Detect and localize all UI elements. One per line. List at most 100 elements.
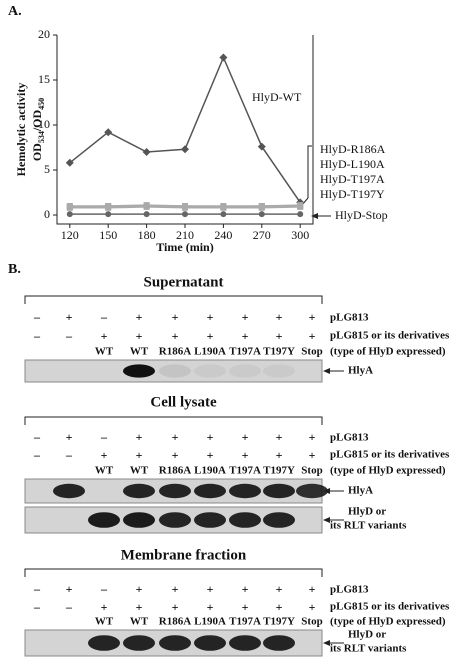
blot-label: HlyD or [348,506,386,518]
row-label: pLG813 [330,432,369,444]
lane-label: WT [130,465,149,477]
marker [297,203,304,209]
lane-sign: + [172,329,179,343]
y-tick-label: 10 [38,117,50,131]
lane-sign: + [309,600,316,614]
lane-sign: + [66,310,73,324]
lane-sign: + [136,448,143,462]
blot-band [194,512,226,528]
marker [143,203,150,209]
blot-band [53,483,85,499]
marker [66,203,73,210]
panel-label: B. [8,262,21,277]
marker [297,211,304,218]
blot-band [88,512,120,528]
blot-label: its RLT variants [330,520,407,532]
lane-sign: + [276,448,283,462]
row-label: pLG815 or its derivatives [330,330,450,342]
row-label: (type of HlyD expressed) [330,346,446,358]
y-axis-label: OD534/OD450 [30,98,46,161]
blot-band [263,512,295,528]
lane-sign: + [276,310,283,324]
blot-band [123,364,155,378]
series-label: HlyD-WT [252,90,302,104]
marker [104,128,113,137]
lane-sign: + [136,430,143,444]
lane-sign: + [101,448,108,462]
blot-band [229,635,261,651]
blot-band [159,512,191,528]
lane-sign: + [136,310,143,324]
lane-sign: – [65,600,73,614]
series-label: HlyD-T197A [320,172,385,186]
marker [142,148,151,156]
lane-sign: – [33,329,41,343]
series-label: HlyD-R186A [320,142,386,156]
section-bracket [24,295,323,304]
section-bracket [24,568,323,577]
lane-label: T197A [229,465,261,477]
lane-sign: + [242,582,249,596]
blot-label: HlyA [348,485,373,497]
marker [105,203,112,209]
lane-sign: + [242,600,249,614]
lane-sign: + [276,329,283,343]
blot-band [194,635,226,651]
legend-bracket [307,145,312,198]
lane-label: T197A [229,346,261,358]
section-title: Membrane fraction [121,547,247,563]
panel-label: A. [8,4,22,19]
row-label: pLG813 [330,584,369,596]
series-label: HlyD-L190A [320,157,385,171]
section-bracket [24,416,323,425]
lane-label: L190A [194,346,226,358]
lane-label: T197A [229,616,261,628]
lane-sign: – [100,430,108,444]
lane-sign: + [242,430,249,444]
lane-label: T197Y [263,346,295,358]
blot-band [263,483,295,499]
lane-sign: + [172,600,179,614]
lane-sign: + [66,430,73,444]
marker [220,203,227,210]
row-label: (type of HlyD expressed) [330,465,446,477]
series-label: HlyD-Stop [335,208,388,222]
marker [182,203,188,209]
blot-band [296,483,328,499]
series-line [69,55,301,203]
row-label: pLG815 or its derivatives [330,601,450,613]
blot-label: its RLT variants [330,643,407,655]
marker [258,203,265,209]
lane-sign: + [309,310,316,324]
x-tick-label: 120 [61,228,79,242]
blot-band [229,483,261,499]
section-title: Cell lysate [150,394,217,410]
lane-sign: + [207,329,214,343]
section-title: Supernatant [143,274,223,290]
lane-sign: – [33,430,41,444]
lane-label: R186A [159,346,191,358]
lane-sign: + [136,600,143,614]
arrow-head [323,488,330,494]
blot-label: HlyD or [348,629,386,641]
lane-sign: + [276,430,283,444]
marker [105,211,112,218]
series-label: HlyD-T197Y [320,187,385,201]
lane-label: WT [95,465,114,477]
lane-sign: + [172,310,179,324]
blot-band [194,483,226,499]
y-tick-label: 20 [38,27,50,41]
y-tick-label: 15 [38,72,50,86]
marker [220,211,227,218]
arrow-head [311,213,318,219]
y-tick-label: 5 [44,162,50,176]
lane-label: WT [95,616,114,628]
lane-sign: + [207,448,214,462]
blot-label: HlyA [348,365,373,377]
lane-sign: + [242,448,249,462]
marker [219,53,228,62]
lane-sign: + [309,430,316,444]
marker [65,158,74,167]
lane-sign: + [172,430,179,444]
axis-frame [56,35,314,225]
